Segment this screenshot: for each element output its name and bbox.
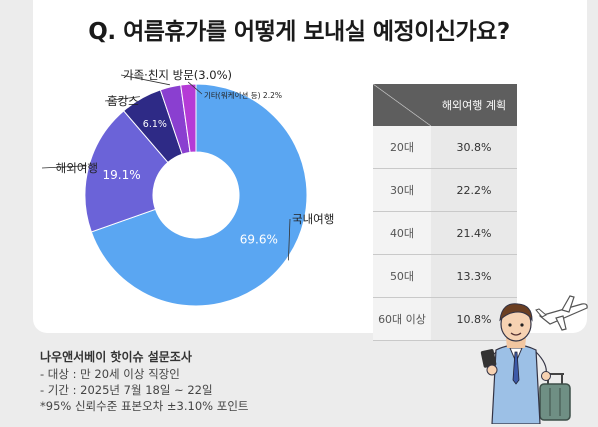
chart-title: Q. 여름휴가를 어떻게 보내실 예정이신가요? [88,19,510,45]
slice-label-domestic: 국내여행 [292,212,334,226]
traveler-illustration [480,295,588,424]
donut-chart: 69.6% 국내여행 19.1% 해외여행 6.1% 홈캉스 가족·친지 방문(3.0%) 기… [41,68,334,307]
survey-target: - 대상 : 만 20세 이상 직장인 [40,367,180,381]
slice-label-other: 기타(워케이션 등) 2.2% [204,90,282,100]
survey-period: - 기간 : 2025년 7월 18일 ~ 22일 [40,383,213,397]
age-cell: 30대 [373,168,431,212]
age-cell: 60대 이상 [373,297,431,341]
leader-line-staycation [104,96,140,102]
leader-line-family-visit [120,74,170,86]
traveler-person-icon [480,303,551,424]
survey-source: 나우앤서베이 핫이슈 설문조사 [40,350,192,364]
slice-overseas [84,110,169,233]
suitcase-icon [539,373,571,421]
slice-value-staycation: 6.1% [143,119,167,130]
slice-label-staycation: 홈캉스 [107,94,139,108]
table-row: 30대 22.2% [373,168,517,212]
table-corner [373,84,431,126]
slice-label-overseas: 해외여행 [56,161,98,175]
leader-line-other [187,81,203,95]
slice-value-overseas: 19.1% [103,168,141,182]
age-cell: 20대 [373,126,431,169]
slice-domestic [90,83,308,307]
survey-note: *95% 신뢰수준 표본오차 ±3.10% 포인트 [40,399,249,413]
table-row: 50대 13.3% [373,254,517,298]
slice-other [180,83,197,153]
airplane-icon [535,295,588,331]
value-cell: 13.3% [431,254,517,298]
leader-line-domestic [288,218,291,261]
value-cell: 10.8% [431,297,517,341]
value-cell: 21.4% [431,211,517,255]
slice-value-domestic: 69.6% [240,232,278,246]
value-cell: 22.2% [431,168,517,212]
age-cell: 50대 [373,254,431,298]
overseas-travel-table: 해외여행 계획 20대 30.8% 30대 22.2% 40대 21.4% 50대 13… [373,84,517,341]
survey-footer: 나우앤서베이 핫이슈 설문조사 - 대상 : 만 20세 이상 직장인 - 기간… [40,349,248,414]
table-header: 해외여행 계획 [431,84,517,126]
slice-label-family-visit: 가족·친지 방문(3.0%) [123,68,232,82]
table-row: 20대 30.8% [373,126,517,169]
table-row: 60대 이상 10.8% [373,297,517,341]
leader-line-overseas [41,165,87,169]
table-row: 40대 21.4% [373,211,517,255]
age-cell: 40대 [373,211,431,255]
value-cell: 30.8% [431,126,517,169]
